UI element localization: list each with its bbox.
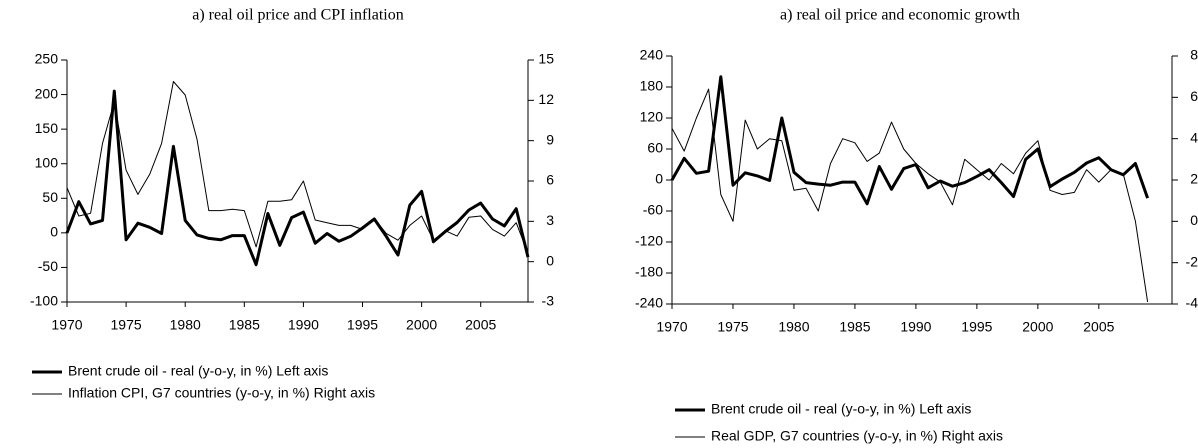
x-tick-label: 1975 <box>111 317 142 333</box>
y-tick-label: 120 <box>640 109 664 125</box>
y2-tick-label: 0 <box>546 252 554 268</box>
x-tick-label: 1990 <box>288 317 319 333</box>
legend-label: Brent crude oil - real (y-o-y, in %) Lef… <box>68 363 328 379</box>
legend-label: Inflation CPI, G7 countries (y-o-y, in %… <box>68 385 375 401</box>
y-tick-label: 100 <box>35 154 59 170</box>
y2-tick-label: -4 <box>1186 295 1198 311</box>
y-tick-label: -240 <box>635 295 663 311</box>
x-tick-label: 1980 <box>778 319 809 335</box>
x-tick-label: 1975 <box>717 319 748 335</box>
x-tick-label: 1995 <box>347 317 378 333</box>
y-tick-label: 240 <box>640 47 664 63</box>
y2-tick-label: -2 <box>1186 253 1198 269</box>
y2-tick-label: 15 <box>538 51 554 67</box>
legend-label: Brent crude oil - real (y-o-y, in %) Lef… <box>711 401 971 417</box>
y2-tick-label: 2 <box>1190 171 1198 187</box>
y2-tick-label: 9 <box>546 131 554 147</box>
y-tick-label: 150 <box>35 120 59 136</box>
x-tick-label: 1985 <box>839 319 870 335</box>
series-line <box>670 75 1150 206</box>
y2-tick-label: 0 <box>1190 212 1198 228</box>
y2-tick-label: 12 <box>538 91 554 107</box>
y-tick-label: -60 <box>643 202 663 218</box>
y2-tick-label: 4 <box>1190 129 1198 145</box>
x-tick-label: 2005 <box>1083 319 1114 335</box>
chart-title: a) real oil price and economic growth <box>780 7 1020 24</box>
y-tick-label: 200 <box>35 85 59 101</box>
y2-tick-label: 6 <box>546 172 554 188</box>
y-tick-label: 250 <box>35 51 59 67</box>
y-tick-label: 0 <box>655 171 663 187</box>
y-tick-label: -180 <box>635 264 663 280</box>
y-tick-label: 50 <box>42 189 58 205</box>
x-tick-label: 1990 <box>900 319 931 335</box>
legend-label: Real GDP, G7 countries (y-o-y, in %) Rig… <box>711 428 1003 444</box>
y2-tick-label: 8 <box>1190 47 1198 63</box>
y-tick-label: 180 <box>640 78 664 94</box>
x-tick-label: 2005 <box>465 317 496 333</box>
x-tick-label: 1970 <box>51 317 82 333</box>
y-tick-label: -50 <box>38 258 58 274</box>
y2-tick-label: 3 <box>546 212 554 228</box>
series-line <box>66 81 529 254</box>
y-tick-label: 60 <box>647 140 663 156</box>
x-tick-label: 1995 <box>961 319 992 335</box>
x-tick-label: 1980 <box>170 317 201 333</box>
x-tick-label: 2000 <box>1022 319 1053 335</box>
y2-tick-label: 6 <box>1190 88 1198 104</box>
x-tick-label: 2000 <box>406 317 437 333</box>
x-tick-label: 1985 <box>229 317 260 333</box>
y-tick-label: -120 <box>635 233 663 249</box>
y-tick-label: -100 <box>30 293 58 309</box>
x-tick-label: 1970 <box>656 319 687 335</box>
y-tick-label: 0 <box>50 224 58 240</box>
series-line <box>671 88 1149 302</box>
chart-title: a) real oil price and CPI inflation <box>192 7 403 24</box>
y2-tick-label: -3 <box>542 293 555 309</box>
series-line <box>65 89 530 267</box>
